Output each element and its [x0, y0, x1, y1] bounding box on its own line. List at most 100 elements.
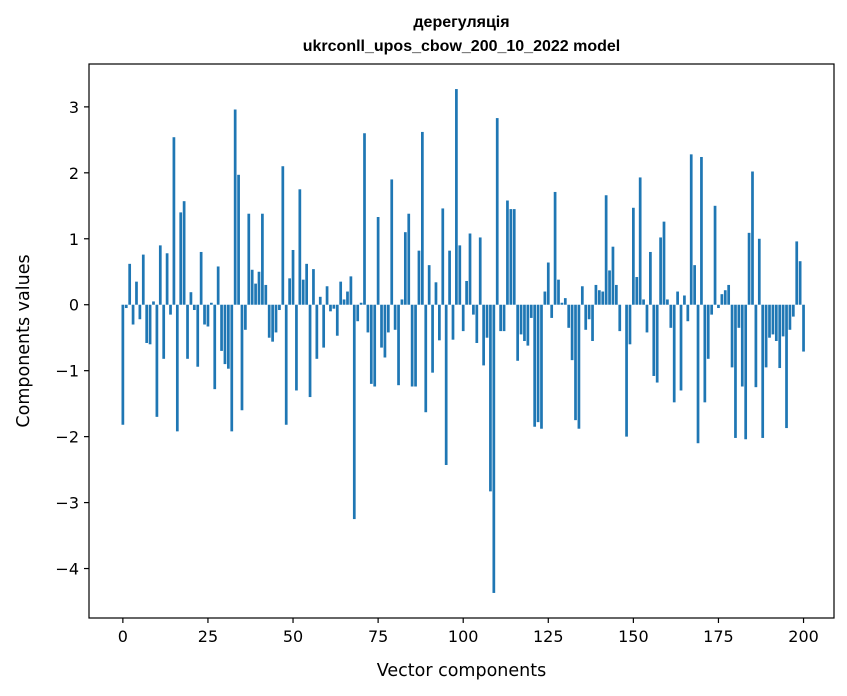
- bar: [298, 189, 302, 305]
- bar: [322, 304, 326, 348]
- bar: [247, 213, 251, 305]
- bar: [421, 131, 424, 305]
- bar: [278, 304, 281, 311]
- bar: [431, 304, 434, 373]
- bar: [720, 294, 724, 305]
- bar: [271, 304, 274, 342]
- bar: [655, 304, 659, 383]
- bar: [244, 304, 247, 330]
- bar: [335, 304, 339, 336]
- bar: [288, 278, 291, 305]
- bar: [686, 304, 690, 322]
- bar: [261, 213, 264, 305]
- bar: [754, 304, 758, 388]
- bar: [165, 253, 169, 305]
- bar: [315, 304, 319, 359]
- bar: [734, 304, 737, 438]
- bar: [444, 304, 448, 465]
- bar: [499, 304, 502, 332]
- bar: [152, 301, 155, 305]
- bar: [516, 304, 520, 361]
- bar: [601, 291, 605, 305]
- bar: [451, 304, 455, 340]
- bar: [492, 304, 496, 593]
- y-tick-label: −4: [55, 560, 79, 579]
- bar: [584, 304, 588, 330]
- bar: [332, 304, 336, 309]
- bar: [502, 304, 506, 332]
- bar: [666, 299, 669, 305]
- bar: [489, 304, 492, 492]
- y-tick-label: 0: [69, 296, 79, 315]
- bar: [257, 271, 261, 305]
- bar: [223, 304, 227, 365]
- bar: [635, 277, 639, 305]
- bar: [570, 304, 574, 361]
- bar: [791, 304, 795, 317]
- bar: [649, 251, 652, 305]
- bar: [676, 291, 679, 305]
- bar: [356, 304, 360, 322]
- plot-frame: [88, 63, 835, 619]
- bar: [683, 295, 686, 305]
- bar: [751, 171, 754, 305]
- bar: [536, 304, 540, 423]
- bar: [785, 304, 788, 429]
- bar: [512, 209, 516, 305]
- bar: [557, 279, 560, 305]
- bar: [366, 304, 370, 333]
- bar: [182, 201, 186, 305]
- x-axis-label: Vector components: [377, 661, 546, 681]
- bar: [737, 304, 741, 328]
- bar: [628, 304, 632, 345]
- y-axis-label: Components values: [14, 254, 34, 427]
- bar: [546, 262, 550, 305]
- bar: [533, 304, 537, 427]
- bar: [693, 265, 696, 305]
- bar: [608, 270, 611, 305]
- bar: [199, 251, 203, 305]
- bar: [475, 304, 479, 343]
- bar: [414, 304, 417, 387]
- bar: [172, 137, 176, 305]
- bar: [645, 304, 649, 333]
- bar: [369, 304, 373, 384]
- bar: [485, 304, 489, 338]
- bar: [403, 232, 407, 305]
- bar: [642, 299, 645, 305]
- x-axis: 0 25 50 75 100 125 150 175 200: [118, 618, 819, 646]
- x-tick-label: 50: [283, 627, 303, 646]
- bar: [710, 304, 714, 315]
- bar: [757, 238, 761, 305]
- bar: [237, 174, 240, 305]
- bar: [706, 304, 710, 359]
- bar: [788, 304, 792, 330]
- bar: [281, 166, 285, 305]
- bar: [768, 304, 771, 338]
- bar: [798, 261, 802, 305]
- bar: [220, 304, 223, 351]
- bar: [264, 284, 268, 305]
- bar: [213, 304, 217, 390]
- bar: [284, 304, 288, 425]
- bar: [295, 304, 298, 391]
- bar: [495, 118, 499, 305]
- bar: [196, 304, 200, 367]
- bar: [540, 304, 543, 429]
- bar: [189, 292, 193, 305]
- bar: [438, 304, 441, 341]
- bar: [604, 195, 608, 305]
- bar: [461, 304, 465, 332]
- bar: [669, 304, 673, 328]
- bar: [550, 304, 554, 318]
- bar: [662, 221, 666, 305]
- y-tick-label: 1: [69, 230, 79, 249]
- bar: [764, 304, 768, 368]
- bar: [761, 304, 765, 438]
- bar: [376, 217, 380, 305]
- bar: [209, 302, 213, 305]
- bar: [482, 304, 485, 366]
- bar: [740, 304, 744, 387]
- bar: [346, 291, 349, 305]
- bar: [390, 179, 394, 305]
